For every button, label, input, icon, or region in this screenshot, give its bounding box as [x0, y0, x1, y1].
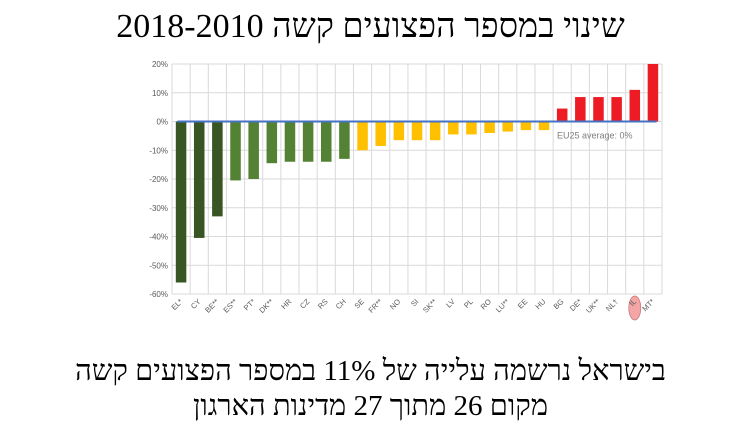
bar-si: [411, 121, 423, 141]
chart-title: שינוי במספר הפצועים קשה 2018-2010: [116, 8, 625, 45]
x-tick-label: SK**: [421, 297, 439, 315]
bar-lu: [502, 121, 514, 132]
bar-ro: [484, 121, 495, 133]
x-tick-label: HR: [279, 297, 293, 311]
x-tick-label: FR**: [367, 297, 385, 315]
x-tick-label: CH: [334, 297, 348, 311]
bar-dk: [266, 121, 278, 164]
highlight-marker: [628, 295, 642, 321]
bar-nl: [611, 97, 622, 122]
x-tick-label: PL: [462, 297, 475, 310]
y-tick-label: 10%: [152, 89, 168, 98]
x-tick-label: LU**: [494, 297, 511, 314]
bar-cy: [193, 121, 205, 238]
bar-de: [575, 97, 586, 122]
x-tick-label: RS: [316, 297, 330, 311]
x-tick-label: BE**: [203, 297, 221, 315]
x-tick-label: SI: [409, 297, 420, 308]
x-tick-label: PT*: [242, 297, 257, 312]
x-tick-label: DE*: [568, 297, 584, 313]
x-tick-label: IL: [627, 297, 638, 308]
x-tick-label: ES**: [221, 297, 239, 315]
bar-uk: [593, 97, 604, 122]
x-tick-label: CY: [189, 297, 203, 311]
bar-ch: [339, 121, 350, 159]
bar-ee: [520, 121, 532, 131]
y-tick-label: -20%: [149, 175, 168, 184]
x-tick-label: DK**: [257, 297, 275, 315]
x-tick-label: NL†: [604, 297, 620, 313]
bar-rs: [320, 121, 332, 162]
x-tick-label: HU: [533, 297, 547, 311]
bar-il: [629, 89, 641, 122]
footer-line-2: מקום 26 מתוך 27 מדינות הארגון: [192, 390, 549, 422]
bar-es: [230, 121, 241, 181]
bar-hu: [538, 121, 550, 131]
y-tick-label: -30%: [149, 204, 168, 213]
x-tick-label: EE: [516, 297, 529, 310]
x-tick-label: UK**: [584, 297, 602, 315]
y-tick-label: 0%: [156, 118, 168, 127]
bar-chart: 20% 10% 0% -10% -20% -30% -40% -50% -60%EL* CY BE*…: [149, 60, 663, 321]
x-tick-label: CZ: [298, 297, 312, 311]
y-tick-label: 20%: [152, 60, 168, 69]
bar-mt: [647, 64, 659, 122]
bar-pt: [248, 121, 259, 179]
x-tick-label: EL*: [170, 297, 185, 312]
bar-fr: [375, 121, 386, 146]
x-tick-label: RO: [479, 297, 493, 311]
x-tick-label: LV: [444, 297, 456, 309]
footer-line-1: בישראל נרשמה עלייה של 11% במספר הפצועים …: [75, 355, 666, 387]
x-tick-label: SE: [353, 297, 366, 310]
bar-be: [212, 121, 223, 217]
bar-sk: [429, 121, 441, 141]
x-tick-label: BG: [552, 297, 566, 311]
x-tick-label: MT*: [640, 297, 656, 313]
y-tick-label: -50%: [149, 261, 168, 270]
bar-el: [175, 121, 187, 283]
x-tick-label: NO: [388, 297, 402, 311]
bar-se: [357, 121, 368, 151]
y-tick-label: -60%: [149, 290, 168, 299]
y-tick-label: -40%: [149, 233, 168, 242]
bar-pl: [466, 121, 477, 135]
bar-hr: [284, 121, 296, 162]
y-tick-label: -10%: [149, 146, 168, 155]
bar-no: [393, 121, 405, 141]
bar-lv: [448, 121, 459, 135]
bar-bg: [556, 108, 568, 122]
bar-cz: [302, 121, 314, 162]
eu-average-label: EU25 average: 0%: [557, 131, 633, 141]
